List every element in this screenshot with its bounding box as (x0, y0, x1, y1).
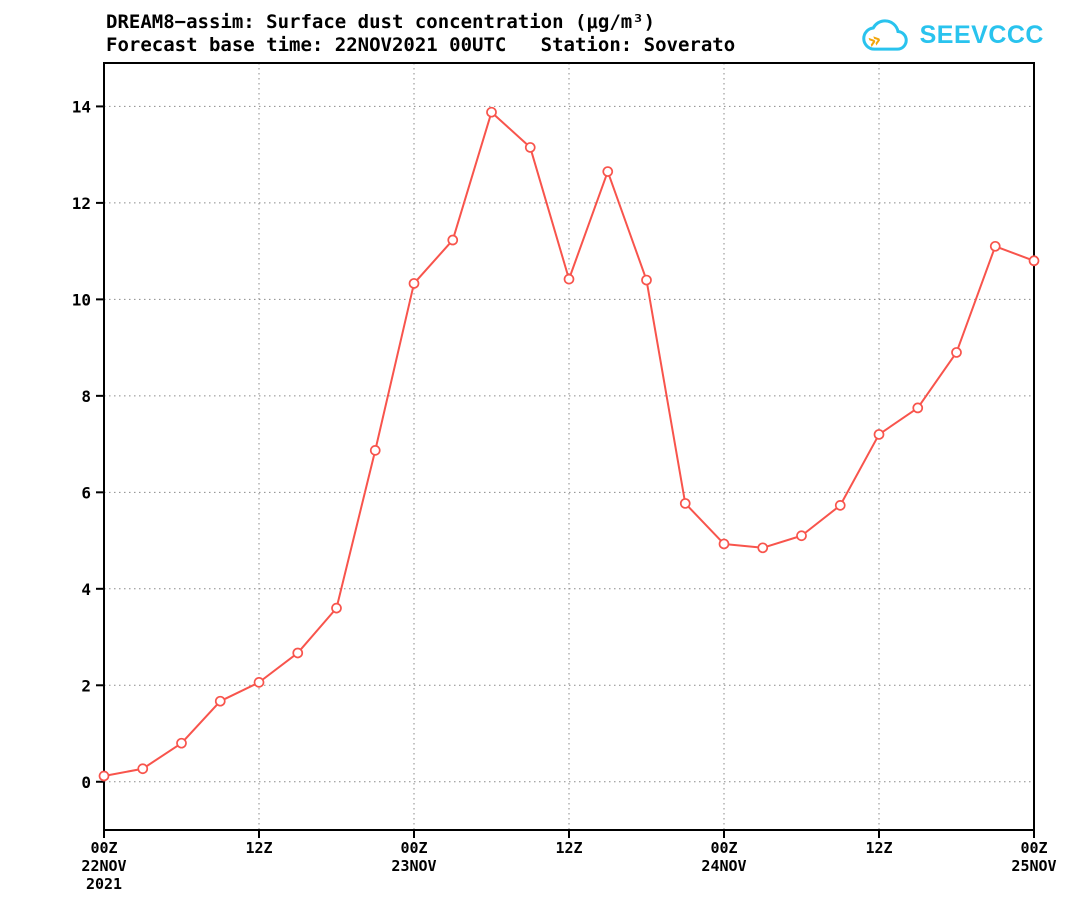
data-point-marker (718, 538, 730, 550)
data-point-marker (1028, 255, 1040, 267)
data-point-marker (408, 278, 420, 289)
y-tick-label: 12 (72, 194, 91, 213)
x-tick-label: 00Z (90, 839, 117, 857)
data-point-marker (331, 602, 342, 614)
x-tick-sublabel: 24NOV (701, 857, 746, 875)
x-tick-sublabel: 25NOV (1011, 857, 1056, 875)
cloud-outline (861, 19, 908, 51)
data-point-marker (951, 347, 962, 358)
data-point-marker (563, 273, 575, 285)
y-tick-label: 4 (81, 580, 91, 599)
data-point-marker (176, 737, 187, 749)
data-point-marker (137, 763, 149, 775)
x-tick-sublabel: 22NOV (81, 857, 126, 875)
chart-subtitle: Forecast base time: 22NOV2021 00UTC Stat… (106, 34, 736, 56)
y-tick-label: 0 (81, 773, 91, 792)
data-point-marker (602, 166, 614, 177)
data-point-marker (873, 429, 885, 440)
chart-titles: DREAM8−assim: Surface dust concentration… (106, 11, 735, 57)
data-point-marker (292, 647, 304, 659)
y-tick-label: 10 (72, 290, 91, 309)
data-point-marker (796, 530, 807, 542)
y-tick-label: 14 (72, 97, 91, 116)
data-point-marker (524, 142, 536, 153)
x-tick-label: 00Z (1020, 839, 1047, 857)
x-tick-sublabel: 2021 (86, 875, 122, 893)
data-point-marker (98, 770, 110, 782)
x-tick-sublabel: 23NOV (391, 857, 436, 875)
data-point-marker (641, 274, 652, 286)
y-tick-label: 8 (81, 387, 91, 406)
x-tick-label: 12Z (245, 839, 272, 857)
data-point-marker (679, 498, 691, 509)
y-tick-label: 6 (81, 483, 91, 502)
data-point-marker (447, 234, 459, 246)
data-point-marker (253, 677, 265, 688)
chart-title: DREAM8−assim: Surface dust concentration… (106, 11, 656, 33)
logo-text: SEEVCCC (919, 20, 1044, 49)
seevccc-logo: » SEEVCCC (856, 12, 1044, 58)
y-tick-label: 2 (81, 676, 91, 695)
logo-arrow-icon: » (864, 27, 885, 55)
data-point-marker (369, 445, 381, 456)
data-point-marker (486, 106, 497, 118)
x-tick-label: 12Z (865, 839, 892, 857)
data-point-marker (834, 500, 846, 511)
data-point-marker (757, 542, 769, 554)
x-tick-label: 00Z (400, 839, 427, 857)
x-tick-label: 00Z (710, 839, 737, 857)
cloud-icon: » (861, 19, 908, 55)
data-point-marker (214, 695, 226, 707)
data-point-marker (912, 402, 924, 414)
x-tick-label: 12Z (555, 839, 582, 857)
data-point-marker (989, 240, 1001, 252)
